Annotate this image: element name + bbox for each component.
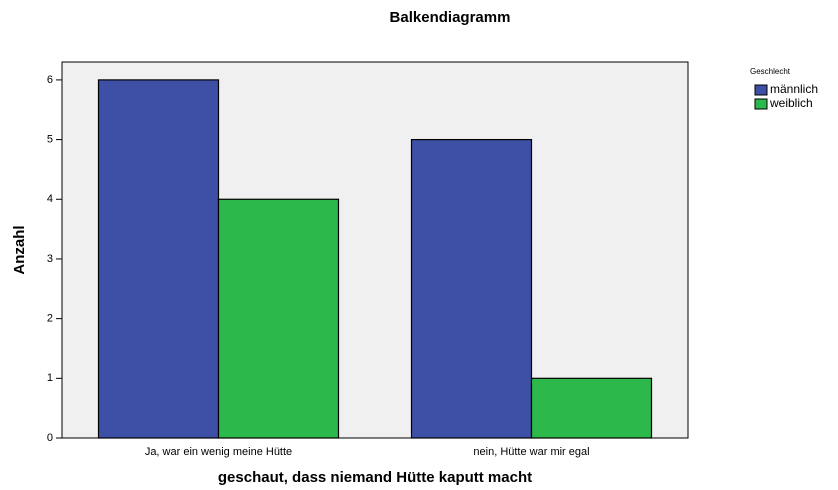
bar [410, 138, 533, 439]
bar [530, 377, 653, 439]
bar [97, 79, 220, 439]
legend-label: männlich [770, 82, 818, 96]
chart-title: Balkendiagramm [390, 9, 511, 26]
y-axis-label: Anzahl [11, 225, 28, 274]
x-tick-label: nein, Hütte war mir egal [473, 446, 589, 458]
y-tick-label: 1 [47, 372, 53, 384]
y-tick-label: 0 [47, 432, 53, 444]
y-tick-label: 6 [47, 74, 53, 86]
y-tick-label: 2 [47, 313, 53, 325]
y-tick-label: 3 [47, 253, 53, 265]
x-axis-label: geschaut, dass niemand Hütte kaputt mach… [218, 469, 532, 486]
legend-swatch [754, 84, 768, 96]
legend-label: weiblich [769, 96, 813, 110]
x-tick-label: Ja, war ein wenig meine Hütte [145, 446, 292, 458]
y-tick-label: 5 [47, 133, 53, 145]
legend-title: Geschlecht [750, 67, 791, 76]
legend-swatch [754, 98, 768, 110]
y-tick-label: 4 [47, 193, 53, 205]
bar [217, 198, 340, 439]
